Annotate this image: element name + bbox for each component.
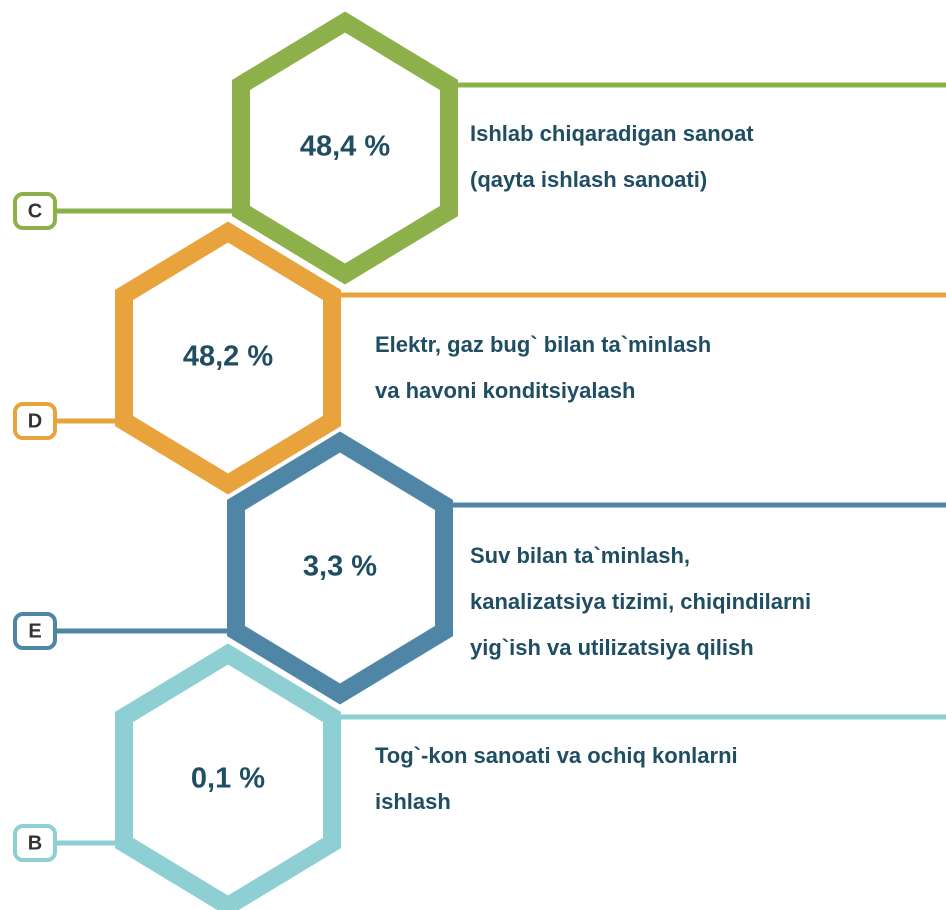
code-badge [13, 612, 57, 650]
hexagon [232, 11, 458, 285]
description: Elektr, gaz bug` bilan ta`minlash [375, 332, 711, 357]
code-badge [13, 824, 57, 862]
description: va havoni konditsiyalash [375, 378, 635, 403]
code-label: C [28, 200, 42, 222]
code-label: E [28, 620, 41, 642]
code-badge [13, 402, 57, 440]
description: Ishlab chiqaradigan sanoat [470, 121, 754, 146]
value-label: 0,1 % [191, 763, 265, 795]
value-label: 48,2 % [183, 341, 273, 373]
description: (qayta ishlash sanoati) [470, 167, 707, 192]
hexagon [115, 643, 341, 910]
description: Tog`-kon sanoati va ochiq konlarni [375, 743, 738, 768]
description: kanalizatsiya tizimi, chiqindilarni [470, 589, 811, 614]
code-label: D [28, 410, 42, 432]
description: yig`ish va utilizatsiya qilish [470, 635, 754, 660]
hexagon [227, 431, 453, 705]
value-label: 48,4 % [300, 131, 390, 163]
code-badge [13, 192, 57, 230]
description: Suv bilan ta`minlash, [470, 543, 690, 568]
code-label: B [28, 832, 42, 854]
description: ishlash [375, 789, 451, 814]
hexagon [115, 221, 341, 495]
value-label: 3,3 % [303, 551, 377, 583]
